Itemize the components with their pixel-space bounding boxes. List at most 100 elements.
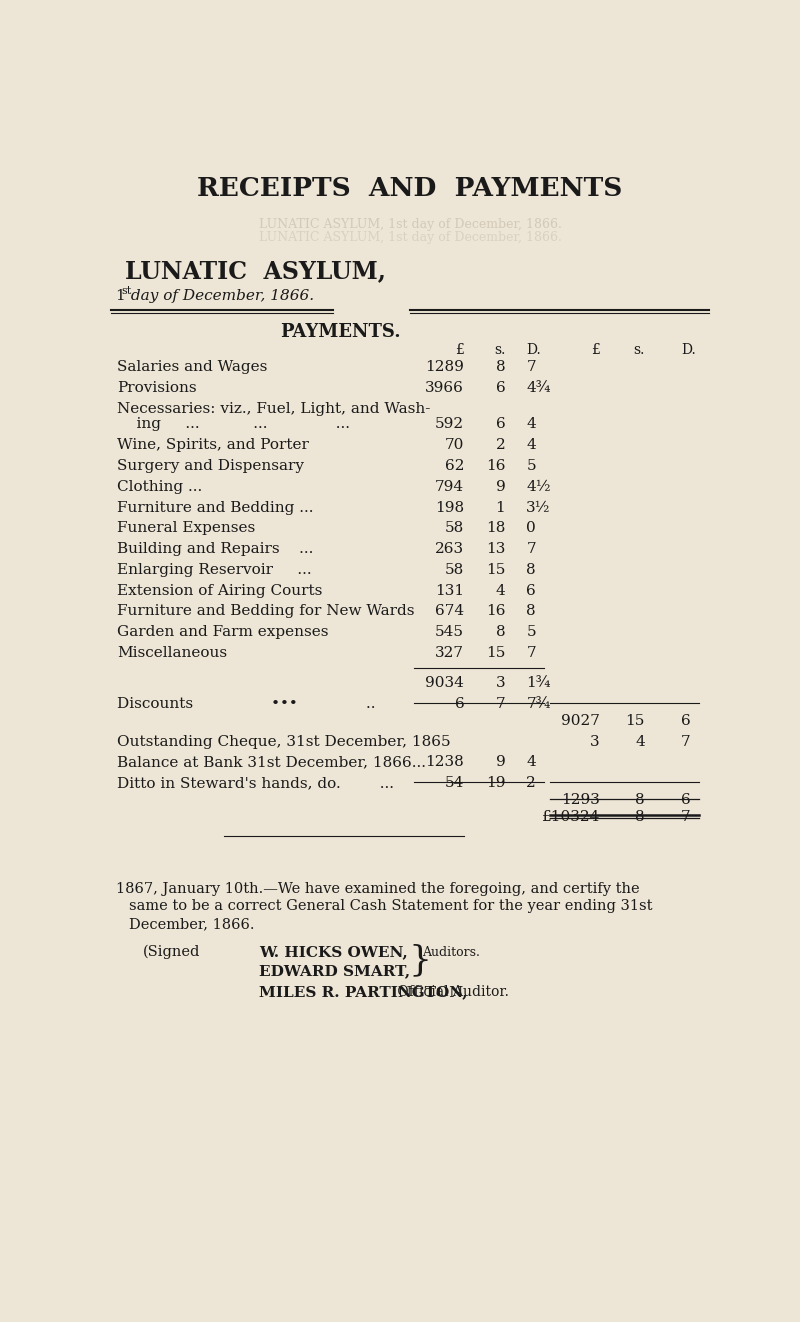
Text: 4: 4 (526, 755, 536, 769)
Text: 8: 8 (496, 625, 506, 640)
Text: EDWARD SMART,: EDWARD SMART, (259, 964, 410, 978)
Text: 198: 198 (435, 501, 464, 514)
Text: D.: D. (526, 344, 541, 357)
Text: 2: 2 (526, 776, 536, 791)
Text: December, 1866.: December, 1866. (130, 917, 255, 931)
Text: 70: 70 (445, 438, 464, 452)
Text: ing     ...           ...              ...: ing ... ... ... (117, 418, 350, 431)
Text: 327: 327 (435, 646, 464, 660)
Text: 7: 7 (682, 735, 691, 748)
Text: £10324: £10324 (542, 810, 600, 824)
Text: 4: 4 (526, 438, 536, 452)
Text: 9034: 9034 (426, 676, 464, 690)
Text: LUNATIC ASYLUM, 1st day of December, 1866.: LUNATIC ASYLUM, 1st day of December, 186… (258, 218, 562, 231)
Text: 7: 7 (496, 697, 506, 711)
Text: day of December, 1866.: day of December, 1866. (126, 288, 314, 303)
Text: 15: 15 (486, 646, 506, 660)
Text: 6: 6 (526, 584, 536, 598)
Text: 1293: 1293 (561, 793, 600, 808)
Text: 545: 545 (435, 625, 464, 640)
Text: 6: 6 (454, 697, 464, 711)
Text: Furniture and Bedding ...: Furniture and Bedding ... (117, 501, 314, 514)
Text: Auditors.: Auditors. (422, 947, 479, 960)
Text: 674: 674 (435, 604, 464, 619)
Text: 8: 8 (635, 793, 645, 808)
Text: 5: 5 (526, 459, 536, 473)
Text: Wine, Spirits, and Porter: Wine, Spirits, and Porter (117, 438, 309, 452)
Text: st: st (121, 287, 131, 296)
Text: 7: 7 (526, 361, 536, 374)
Text: Miscellaneous: Miscellaneous (117, 646, 227, 660)
Text: 4: 4 (526, 418, 536, 431)
Text: LUNATIC ASYLUM, 1st day of December, 1866.: LUNATIC ASYLUM, 1st day of December, 186… (258, 231, 562, 245)
Text: Outstanding Cheque, 31st December, 1865: Outstanding Cheque, 31st December, 1865 (117, 735, 450, 748)
Text: 592: 592 (435, 418, 464, 431)
Text: Building and Repairs    ...: Building and Repairs ... (117, 542, 314, 557)
Text: 54: 54 (445, 776, 464, 791)
Text: MILES R. PARTINGTON,: MILES R. PARTINGTON, (259, 985, 467, 999)
Text: RECEIPTS  AND  PAYMENTS: RECEIPTS AND PAYMENTS (198, 176, 622, 201)
Text: 16: 16 (486, 459, 506, 473)
Text: 5: 5 (526, 625, 536, 640)
Text: 13: 13 (486, 542, 506, 557)
Text: 18: 18 (486, 521, 506, 535)
Text: s.: s. (634, 344, 645, 357)
Text: 3½: 3½ (526, 501, 550, 514)
Text: 794: 794 (435, 480, 464, 493)
Text: Salaries and Wages: Salaries and Wages (117, 361, 267, 374)
Text: Ditto in Steward's hands, do.        ...: Ditto in Steward's hands, do. ... (117, 776, 394, 791)
Text: 62: 62 (445, 459, 464, 473)
Text: same to be a correct General Cash Statement for the year ending 31st: same to be a correct General Cash Statem… (130, 899, 653, 914)
Text: 4½: 4½ (526, 480, 551, 493)
Text: 9: 9 (495, 755, 506, 769)
Text: 6: 6 (682, 793, 691, 808)
Text: 8: 8 (526, 563, 536, 576)
Text: LUNATIC  ASYLUM,: LUNATIC ASYLUM, (125, 259, 386, 283)
Text: 4: 4 (495, 584, 506, 598)
Text: 7: 7 (682, 810, 691, 824)
Text: 3: 3 (590, 735, 600, 748)
Text: 16: 16 (486, 604, 506, 619)
Text: 9027: 9027 (561, 714, 600, 728)
Text: Extension of Airing Courts: Extension of Airing Courts (117, 584, 322, 598)
Text: 7¾: 7¾ (526, 697, 550, 711)
Text: 8: 8 (635, 810, 645, 824)
Text: D.: D. (682, 344, 696, 357)
Text: 6: 6 (495, 381, 506, 395)
Text: Garden and Farm expenses: Garden and Farm expenses (117, 625, 329, 640)
Text: £: £ (455, 344, 464, 357)
Text: s.: s. (494, 344, 506, 357)
Text: 6: 6 (682, 714, 691, 728)
Text: 15: 15 (626, 714, 645, 728)
Text: 1: 1 (495, 501, 506, 514)
Text: (Signed: (Signed (142, 945, 200, 960)
Text: Provisions: Provisions (117, 381, 197, 395)
Text: 3: 3 (496, 676, 506, 690)
Text: Discounts                •••              ..: Discounts ••• .. (117, 697, 386, 711)
Text: 7: 7 (526, 646, 536, 660)
Text: 1238: 1238 (426, 755, 464, 769)
Text: 7: 7 (526, 542, 536, 557)
Text: 2: 2 (495, 438, 506, 452)
Text: Balance at Bank 31st December, 1866...: Balance at Bank 31st December, 1866... (117, 755, 426, 769)
Text: 4: 4 (635, 735, 645, 748)
Text: 0: 0 (526, 521, 536, 535)
Text: Official Auditor.: Official Auditor. (393, 985, 509, 999)
Text: Furniture and Bedding for New Wards: Furniture and Bedding for New Wards (117, 604, 414, 619)
Text: W. HICKS OWEN,: W. HICKS OWEN, (259, 945, 408, 958)
Text: 6: 6 (495, 418, 506, 431)
Text: Surgery and Dispensary: Surgery and Dispensary (117, 459, 304, 473)
Text: £: £ (591, 344, 600, 357)
Text: Funeral Expenses: Funeral Expenses (117, 521, 255, 535)
Text: 1289: 1289 (426, 361, 464, 374)
Text: 1867, January 10th.—We have examined the foregoing, and certify the: 1867, January 10th.—We have examined the… (115, 882, 639, 896)
Text: 19: 19 (486, 776, 506, 791)
Text: 263: 263 (435, 542, 464, 557)
Text: }: } (409, 944, 431, 977)
Text: 58: 58 (445, 563, 464, 576)
Text: 8: 8 (496, 361, 506, 374)
Text: 4¾: 4¾ (526, 381, 550, 395)
Text: Enlarging Reservoir     ...: Enlarging Reservoir ... (117, 563, 312, 576)
Text: 1¾: 1¾ (526, 676, 550, 690)
Text: Necessaries: viz., Fuel, Light, and Wash-: Necessaries: viz., Fuel, Light, and Wash… (117, 402, 430, 416)
